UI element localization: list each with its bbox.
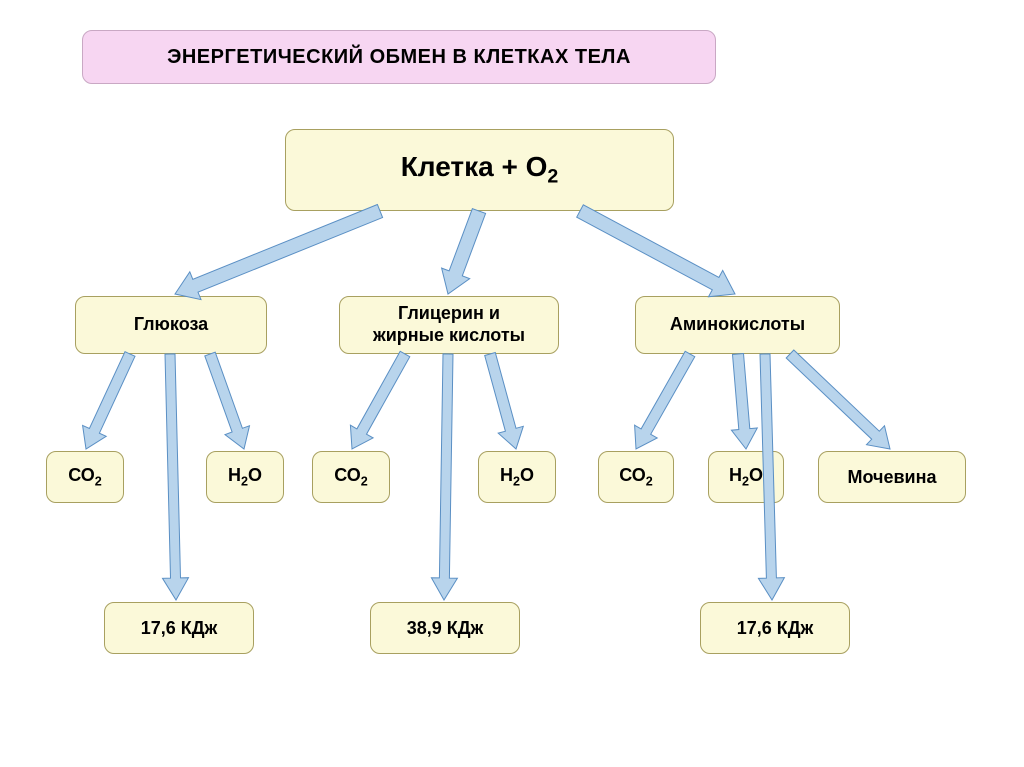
title-text: ЭНЕРГЕТИЧЕСКИЙ ОБМЕН В КЛЕТКАХ ТЕЛА <box>167 46 631 69</box>
prod-2-2: Мочевина <box>818 451 966 503</box>
prod-2-0: СО2 <box>598 451 674 503</box>
prod-1-0: СО2 <box>312 451 390 503</box>
prod-1-1: Н2О <box>478 451 556 503</box>
energy-2: 17,6 КДж <box>700 602 850 654</box>
title-box: ЭНЕРГЕТИЧЕСКИЙ ОБМЕН В КЛЕТКАХ ТЕЛА <box>82 30 716 84</box>
prod-0-1: Н2О <box>206 451 284 503</box>
energy-1: 38,9 КДж <box>370 602 520 654</box>
branch-0-box: Глюкоза <box>75 296 267 354</box>
branch-0-label: Глюкоза <box>134 314 208 336</box>
root-box: Клетка + О2 <box>285 129 674 211</box>
branch-2-box: Аминокислоты <box>635 296 840 354</box>
branch-2-label: Аминокислоты <box>670 314 805 336</box>
prod-0-0: СО2 <box>46 451 124 503</box>
root-text: Клетка + О2 <box>401 151 559 189</box>
energy-0: 17,6 КДж <box>104 602 254 654</box>
prod-2-1: Н2О <box>708 451 784 503</box>
branch-1-label: Глицерин ижирные кислоты <box>373 303 525 346</box>
branch-1-box: Глицерин ижирные кислоты <box>339 296 559 354</box>
